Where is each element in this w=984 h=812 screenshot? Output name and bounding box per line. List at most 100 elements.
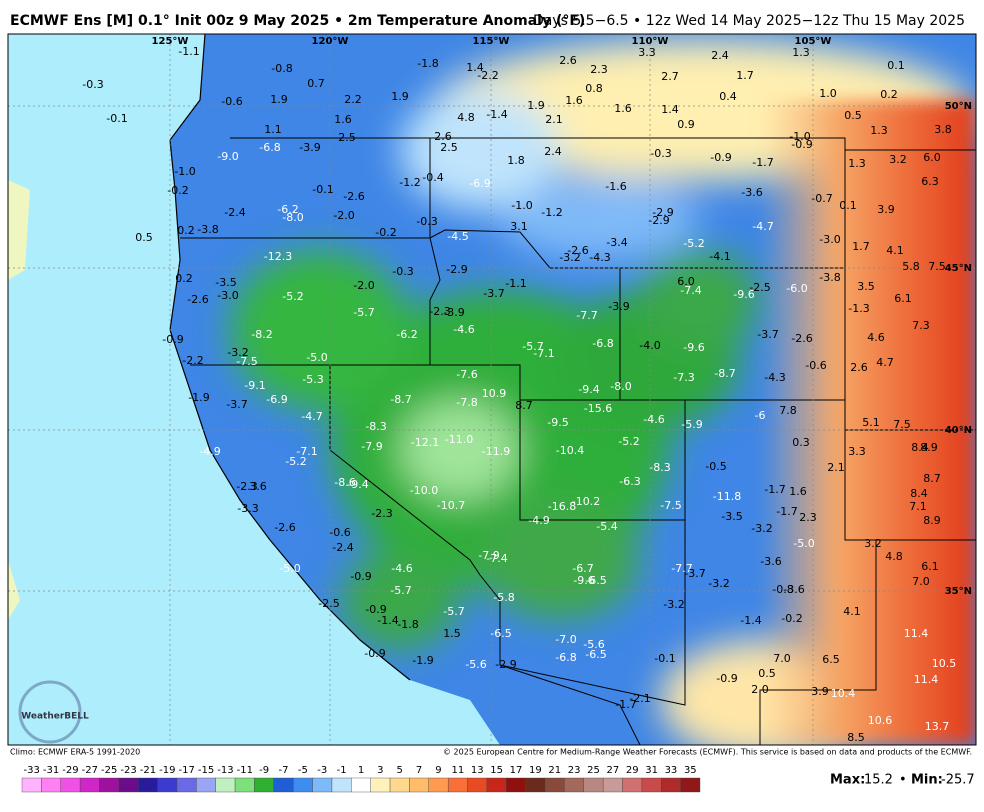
anomaly-label: -3.7 [226, 398, 247, 411]
anomaly-label: -6.8 [592, 337, 613, 350]
anomaly-label: 10.5 [932, 657, 957, 670]
anomaly-label: 2.6 [559, 54, 577, 67]
anomaly-label: -5.0 [279, 562, 300, 575]
anomaly-field [230, 40, 970, 745]
anomaly-label: 1.7 [736, 69, 754, 82]
anomaly-label: -6.8 [555, 651, 576, 664]
colorbar: -33 -31 -29 -27 -25 -23 -21 -19 -17 -15 -13 -11 -9 -7… [21, 765, 701, 793]
anomaly-label: -6.3 [619, 475, 640, 488]
anomaly-label: -3.2 [559, 251, 580, 264]
anomaly-label: -9.4 [347, 478, 368, 491]
anomaly-label: -5.2 [683, 237, 704, 250]
anomaly-label: -11.8 [713, 490, 741, 503]
colorbar-swatch [138, 777, 158, 793]
anomaly-label: -4.6 [643, 413, 664, 426]
anomaly-label: 1.0 [819, 87, 837, 100]
anomaly-label: -4.9 [199, 445, 220, 458]
anomaly-label: -5.0 [306, 351, 327, 364]
colorbar-swatch [389, 777, 410, 793]
anomaly-label: 2.3 [799, 511, 817, 524]
colorbar-label: 17 [510, 765, 523, 776]
anomaly-label: -0.2 [375, 226, 396, 239]
anomaly-label: -0.2 [167, 184, 188, 197]
anomaly-label: 6.0 [923, 151, 941, 164]
colorbar-label: 13 [471, 765, 484, 776]
colorbar-label: 21 [548, 765, 561, 776]
anomaly-label: -6.5 [585, 574, 606, 587]
colorbar-label: -13 [217, 765, 233, 776]
anomaly-label: -7.1 [533, 347, 554, 360]
colorbar-label: -15 [198, 765, 214, 776]
anomaly-label: -1.0 [174, 165, 195, 178]
anomaly-label: -4.9 [528, 514, 549, 527]
anomaly-label: 0.4 [719, 90, 737, 103]
min-value: -25.7 [941, 773, 975, 788]
anomaly-label: -5.4 [596, 520, 617, 533]
anomaly-label: 7.8 [779, 404, 797, 417]
anomaly-label: 0.7 [307, 77, 325, 90]
colorbar-label: -27 [82, 765, 98, 776]
anomaly-label: 3.2 [864, 537, 882, 550]
anomaly-label: 3.8 [934, 123, 952, 136]
anomaly-label: 8.9 [923, 514, 941, 527]
climo: Climo: ECMWF ERA-5 1991-2020 [10, 748, 140, 757]
title: ECMWF Ens [M] 0.1° Init 00z 9 May 2025 •… [10, 13, 585, 29]
anomaly-label: 6.1 [894, 292, 912, 305]
ocean [8, 34, 500, 745]
colorbar-label: 25 [587, 765, 600, 776]
anomaly-label: -0.5 [705, 460, 726, 473]
anomaly-label: -3.7 [757, 328, 778, 341]
separator: • [899, 773, 907, 788]
anomaly-label: -2.1 [629, 692, 650, 705]
anomaly-label: -5.8 [493, 591, 514, 604]
anomaly-label: -1.3 [848, 302, 869, 315]
anomaly-label: -3.9 [608, 300, 629, 313]
anomaly-label: -2.3 [236, 480, 257, 493]
colorbar-label: -17 [178, 765, 194, 776]
anomaly-label: 10.4 [831, 687, 856, 700]
anomaly-label: 2.2 [344, 93, 362, 106]
anomaly-label: -2.5 [749, 281, 770, 294]
anomaly-label: 8.7 [923, 472, 941, 485]
anomaly-label: -1.4 [377, 614, 398, 627]
anomaly-label: -1.4 [486, 108, 507, 121]
warm-area [760, 100, 976, 745]
colorbar-swatch [583, 777, 604, 793]
anomaly-label: -3.7 [483, 287, 504, 300]
longitude-label: 120°W [312, 36, 349, 47]
colorbar-swatch [312, 777, 333, 793]
colorbar-swatch [157, 777, 178, 793]
anomaly-label: 0.5 [844, 109, 862, 122]
colorbar-label: 31 [645, 765, 658, 776]
anomaly-label: -0.9 [791, 138, 812, 151]
colorbar-swatch [273, 777, 294, 793]
anomaly-label: -7.8 [456, 396, 477, 409]
colorbar-label: 33 [665, 765, 678, 776]
colorbar-swatch [351, 777, 371, 793]
colorbar-swatch [370, 777, 391, 793]
anomaly-label: -3.2 [751, 522, 772, 535]
anomaly-label: 0.2 [880, 88, 898, 101]
anomaly-label: 1.7 [852, 240, 870, 253]
anomaly-label: 1.3 [848, 157, 866, 170]
anomaly-label: -0.2 [781, 612, 802, 625]
anomaly-label: -0.3 [82, 78, 103, 91]
anomaly-label: -6.0 [786, 282, 807, 295]
anomaly-label: 6.1 [921, 560, 939, 573]
anomaly-label: 1.3 [792, 46, 810, 59]
colorbar-swatch [486, 777, 507, 793]
colorbar-swatch [118, 777, 139, 793]
logo: WeatherBELL [18, 680, 89, 744]
anomaly-label: 0.5 [135, 231, 153, 244]
anomaly-label: -0.4 [422, 171, 443, 184]
anomaly-label: -5.0 [793, 537, 814, 550]
anomaly-label: 8.9 [920, 441, 938, 454]
anomaly-label: -9.0 [217, 150, 238, 163]
colorbar-swatch [544, 777, 565, 793]
valid-time: Days 5.5−6.5 • 12z Wed 14 May 2025−12z T… [533, 13, 965, 29]
anomaly-label: -3.5 [721, 510, 742, 523]
anomaly-label: 1.4 [661, 103, 679, 116]
anomaly-label: -5.2 [282, 290, 303, 303]
colorbar-swatch [447, 777, 468, 793]
anomaly-label: -5.7 [353, 306, 374, 319]
